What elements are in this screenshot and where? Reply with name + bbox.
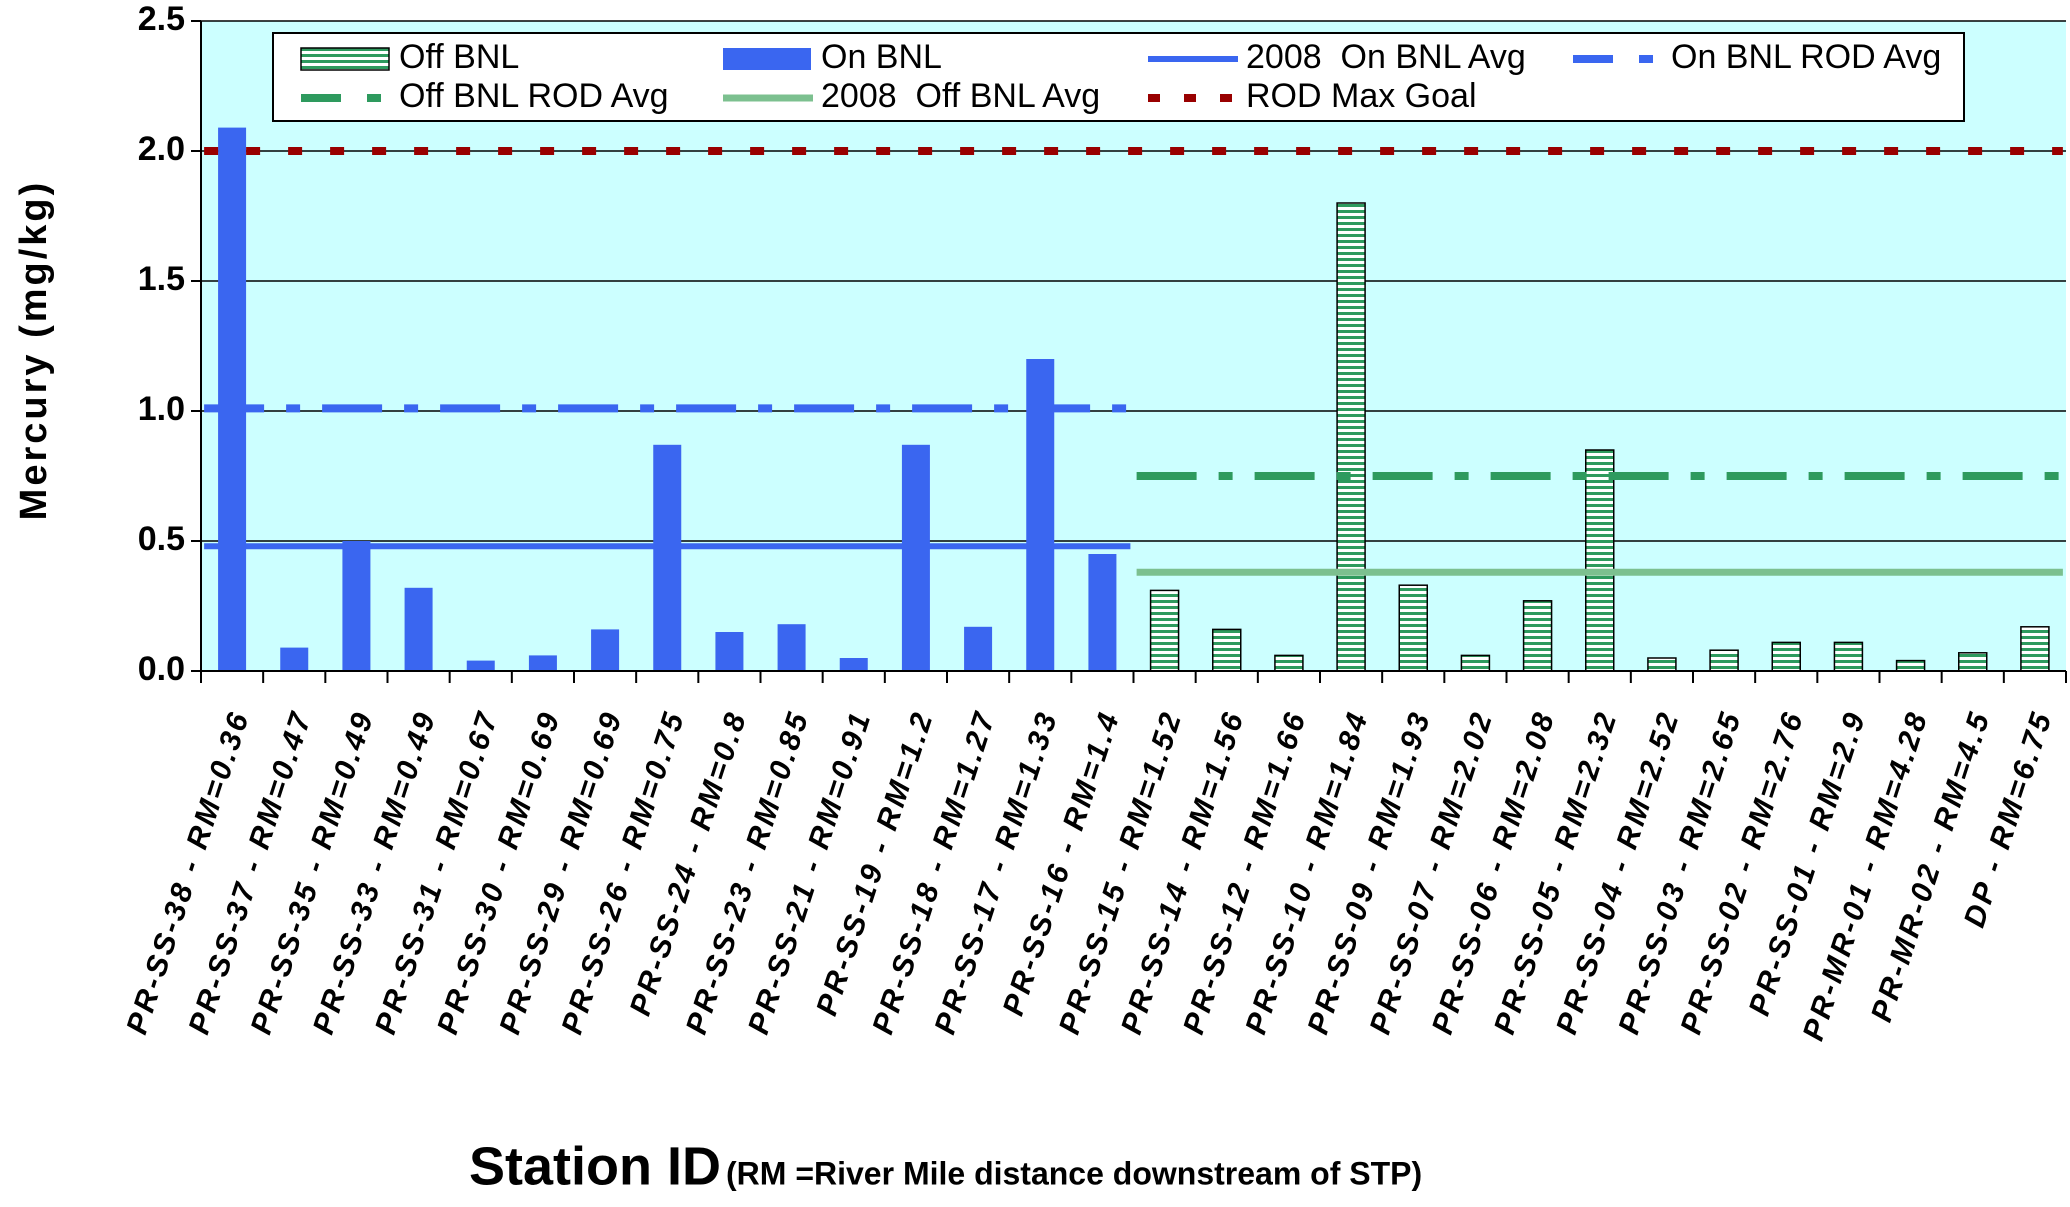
- x-axis-title: Station ID: [469, 1136, 721, 1196]
- y-tick-label: 0.5: [138, 520, 185, 558]
- bar: [839, 658, 868, 671]
- bar: [901, 444, 930, 671]
- bar: [404, 587, 433, 671]
- y-tick-label: 1.5: [138, 260, 185, 298]
- y-axis-title: Mercury (mg/kg): [13, 180, 55, 521]
- bar: [1274, 654, 1304, 672]
- bar: [964, 626, 993, 671]
- bar: [715, 632, 744, 671]
- y-tick-label: 1.0: [138, 390, 185, 428]
- legend-label: Off BNL: [399, 38, 519, 76]
- bar: [1833, 641, 1864, 672]
- y-tick-label: 0.0: [138, 650, 185, 688]
- legend-label: On BNL: [821, 38, 942, 76]
- legend-label: ROD Max Goal: [1246, 77, 1477, 115]
- bar: [1460, 654, 1491, 672]
- bar: [1212, 628, 1242, 672]
- bar: [280, 647, 309, 671]
- legend-label: 2008 Off BNL Avg: [821, 77, 1100, 115]
- bar: [653, 444, 682, 671]
- y-tick-label: 2.0: [138, 130, 185, 168]
- legend-box: [272, 32, 1965, 122]
- bar: [1398, 584, 1428, 672]
- bar: [1088, 554, 1117, 671]
- bar: [591, 629, 620, 671]
- bar: [1585, 449, 1615, 672]
- bar: [1522, 600, 1553, 672]
- legend-label: On BNL ROD Avg: [1671, 38, 1941, 76]
- plot-background: [201, 21, 2066, 671]
- bar: [1647, 657, 1677, 672]
- legend-label: 2008 On BNL Avg: [1246, 38, 1526, 76]
- bar: [1958, 652, 1988, 672]
- x-axis-note: (RM =River Mile distance downstream of S…: [726, 1155, 1422, 1191]
- bar: [342, 541, 371, 671]
- bar: [218, 127, 247, 672]
- bar: [1709, 649, 1739, 672]
- bar: [1336, 202, 1366, 672]
- y-tick-label: 2.5: [138, 0, 185, 38]
- bar: [466, 660, 495, 671]
- bar: [1149, 589, 1180, 672]
- legend-swatch: [723, 48, 811, 70]
- bar: [2020, 626, 2050, 672]
- legend-label: Off BNL ROD Avg: [399, 77, 669, 115]
- bar: [1895, 659, 1926, 672]
- bar: [1771, 641, 1801, 672]
- bar: [777, 624, 806, 671]
- bar: [528, 655, 557, 671]
- legend-swatch: [300, 47, 390, 71]
